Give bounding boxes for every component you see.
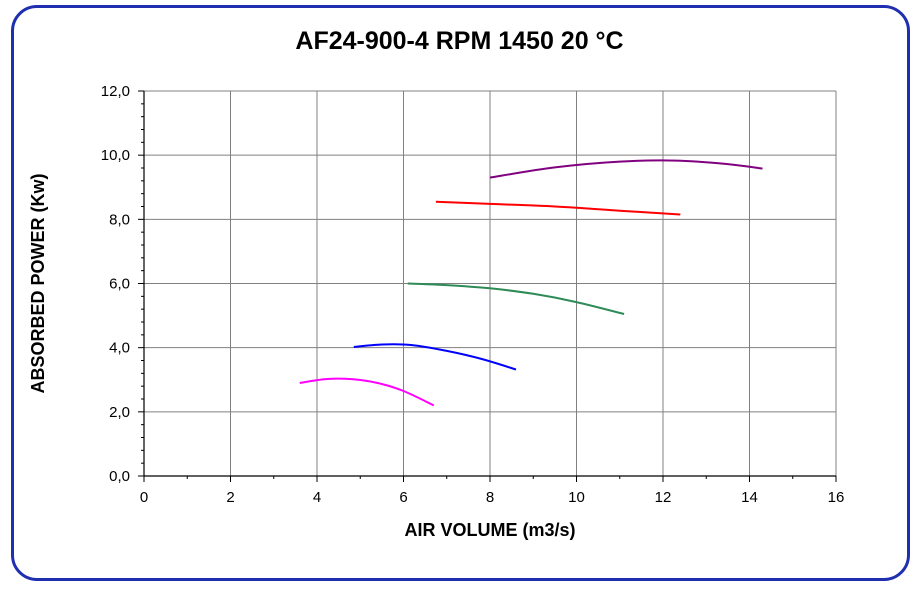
y-tick-label: 4,0 <box>109 340 130 357</box>
y-tick-label: 2,0 <box>109 404 130 421</box>
axes <box>138 90 837 482</box>
x-tick-label: 4 <box>313 489 321 506</box>
y-tick-label: 0,0 <box>109 468 130 485</box>
chart-title: AF24-900-4 RPM 1450 20 °C <box>295 27 624 55</box>
x-tick-label: 6 <box>399 489 407 506</box>
y-tick-label: 8,0 <box>109 211 130 228</box>
chart-frame <box>11 5 910 581</box>
x-axis-label: AIR VOLUME (m3/s) <box>404 520 575 540</box>
y-tick-label: 6,0 <box>109 276 130 293</box>
series-line-3 <box>407 282 625 315</box>
series-line-5 <box>489 159 763 179</box>
grid <box>144 90 837 476</box>
x-tick-label: 0 <box>140 489 148 506</box>
y-tick-label: 12,0 <box>101 83 130 100</box>
y-tick-label: 10,0 <box>101 147 130 164</box>
series-line-2 <box>353 343 517 371</box>
ticks: 0 2 4 6 8 10 12 14 16 0,0 2,0 4,0 6,0 8,0 10,0 12,0 <box>101 83 845 506</box>
y-axis-label: ABSORBED POWER (Kw) <box>28 173 48 393</box>
series-line-1 <box>299 377 435 407</box>
series-group <box>299 159 763 407</box>
x-tick-label: 8 <box>486 489 494 506</box>
x-tick-label: 14 <box>741 489 758 506</box>
x-tick-label: 12 <box>655 489 672 506</box>
x-tick-label: 16 <box>828 489 845 506</box>
x-tick-label: 10 <box>568 489 585 506</box>
x-tick-label: 2 <box>226 489 234 506</box>
series-line-4 <box>435 200 681 216</box>
